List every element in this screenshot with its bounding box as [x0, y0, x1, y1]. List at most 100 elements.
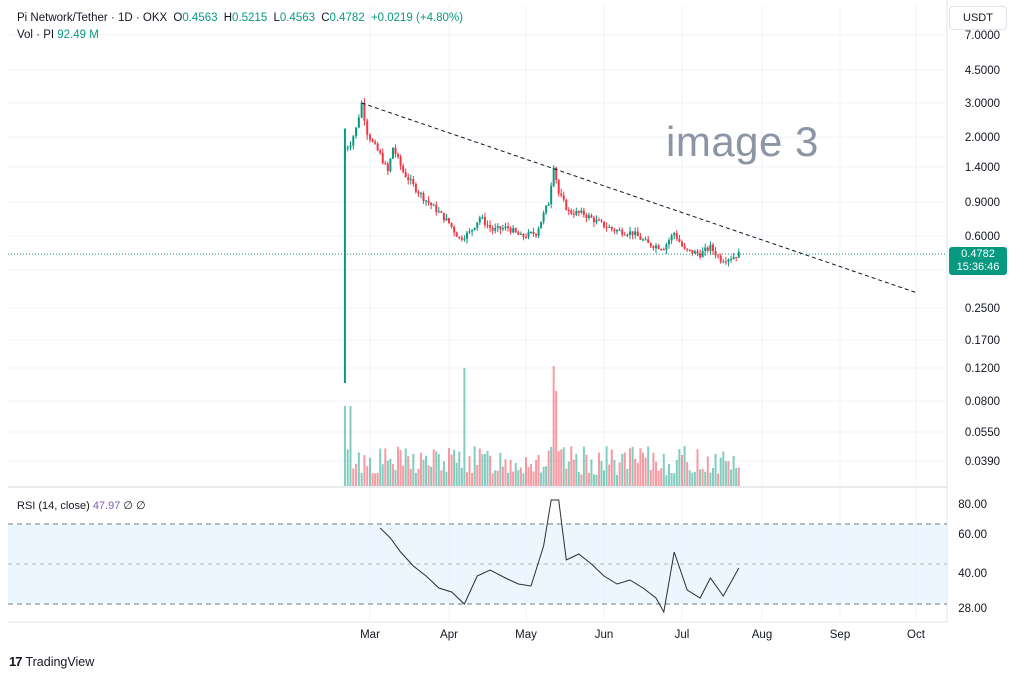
time-tick-label: May — [515, 629, 537, 641]
volume-bar — [425, 455, 428, 486]
volume-bar — [366, 466, 369, 486]
volume-bar — [681, 454, 683, 486]
volume-bar — [519, 467, 522, 486]
volume-bar — [494, 470, 497, 486]
volume-bar — [389, 458, 392, 486]
candle-body — [468, 231, 471, 233]
volume-bar — [402, 465, 405, 486]
volume-bar — [509, 459, 512, 486]
volume-bar — [557, 450, 560, 486]
volume-bar — [391, 464, 394, 486]
candle-body — [507, 226, 510, 229]
candle-body — [532, 232, 535, 235]
candle-body — [714, 250, 717, 256]
candle-body — [580, 210, 583, 213]
volume-bar — [363, 455, 366, 486]
rsi-tick-label: 60.00 — [958, 529, 987, 541]
candle-body — [460, 237, 463, 240]
volume-bar — [442, 461, 445, 486]
candle-body — [374, 141, 377, 144]
volume-bar — [463, 368, 466, 486]
time-tick-label: Sep — [830, 629, 850, 641]
candle-body — [686, 248, 689, 250]
volume-bar — [562, 447, 565, 486]
volume-bar — [701, 468, 704, 486]
candle-body — [699, 253, 702, 258]
volume-bar — [478, 448, 481, 486]
volume-bar — [629, 448, 631, 486]
volume-bar — [634, 458, 637, 486]
volume-bar — [460, 467, 463, 486]
tradingview-brand[interactable]: 17 TradingView — [9, 654, 94, 669]
candle-body — [391, 147, 394, 159]
candle-body — [425, 200, 428, 202]
volume-bar — [644, 457, 647, 486]
volume-bar — [384, 448, 387, 486]
volume-bar — [737, 467, 740, 486]
candle-body — [732, 256, 735, 260]
candle-body — [550, 185, 553, 204]
volume-bar — [432, 449, 435, 486]
candle-body — [623, 234, 626, 236]
volume-bar — [699, 469, 702, 486]
candle-body — [417, 191, 420, 194]
rsi-label: RSI (14, close) — [17, 500, 90, 512]
volume-bar — [404, 448, 407, 486]
volume-bar — [575, 453, 578, 486]
price-tick-label: 0.1200 — [965, 363, 1000, 375]
volume-bar — [465, 472, 468, 486]
candle-body — [384, 163, 387, 165]
volume-bar — [352, 468, 355, 486]
volume-bar — [655, 461, 657, 486]
candle-body — [445, 218, 448, 221]
candle-body — [631, 231, 634, 236]
volume-bar — [706, 456, 709, 486]
candle-body — [657, 245, 660, 249]
volume-bar — [670, 473, 673, 486]
candle-body — [683, 246, 686, 249]
candle-body — [455, 232, 458, 237]
candle-body — [465, 232, 468, 239]
volume-bar — [360, 472, 363, 486]
volume-bar — [567, 461, 570, 486]
price-tick-label: 1.4000 — [965, 162, 1000, 174]
rsi-visibility-icons[interactable]: ∅ ∅ — [123, 500, 146, 512]
candle-body — [639, 236, 642, 240]
volume-bar — [430, 466, 433, 486]
candle-body — [402, 165, 405, 173]
volume-bar — [662, 453, 665, 486]
volume-bar — [545, 466, 548, 486]
candle-body — [412, 179, 415, 184]
volume-bar — [435, 451, 438, 486]
candle-body — [453, 226, 456, 233]
candle-body — [727, 259, 730, 262]
candle-body — [709, 244, 712, 251]
candle-body — [397, 154, 400, 157]
candle-body — [608, 226, 611, 228]
candle-body — [355, 127, 358, 137]
volume-bar — [688, 470, 691, 486]
time-tick-label: Aug — [752, 629, 772, 641]
tradingview-logo-icon: 17 — [9, 654, 23, 669]
candle-body — [675, 233, 678, 239]
volume-bar — [623, 452, 626, 486]
currency-button[interactable]: USDT — [949, 6, 1007, 30]
volume-bar — [489, 455, 492, 486]
candle-body — [379, 150, 382, 153]
volume-bar — [709, 472, 712, 486]
candle-body — [717, 255, 720, 257]
candle-body — [514, 228, 517, 233]
volume-bar — [735, 468, 738, 486]
candle-body — [542, 212, 545, 222]
volume-bar — [550, 447, 553, 486]
volume-bar — [379, 448, 382, 486]
volume-bar — [555, 391, 558, 486]
candle-body — [491, 227, 494, 231]
volume-bar — [496, 470, 499, 486]
volume-bar — [535, 460, 538, 486]
volume-bar — [719, 457, 722, 486]
candle-body — [642, 239, 644, 241]
high-label: H — [223, 12, 233, 24]
candle-body — [557, 180, 560, 194]
